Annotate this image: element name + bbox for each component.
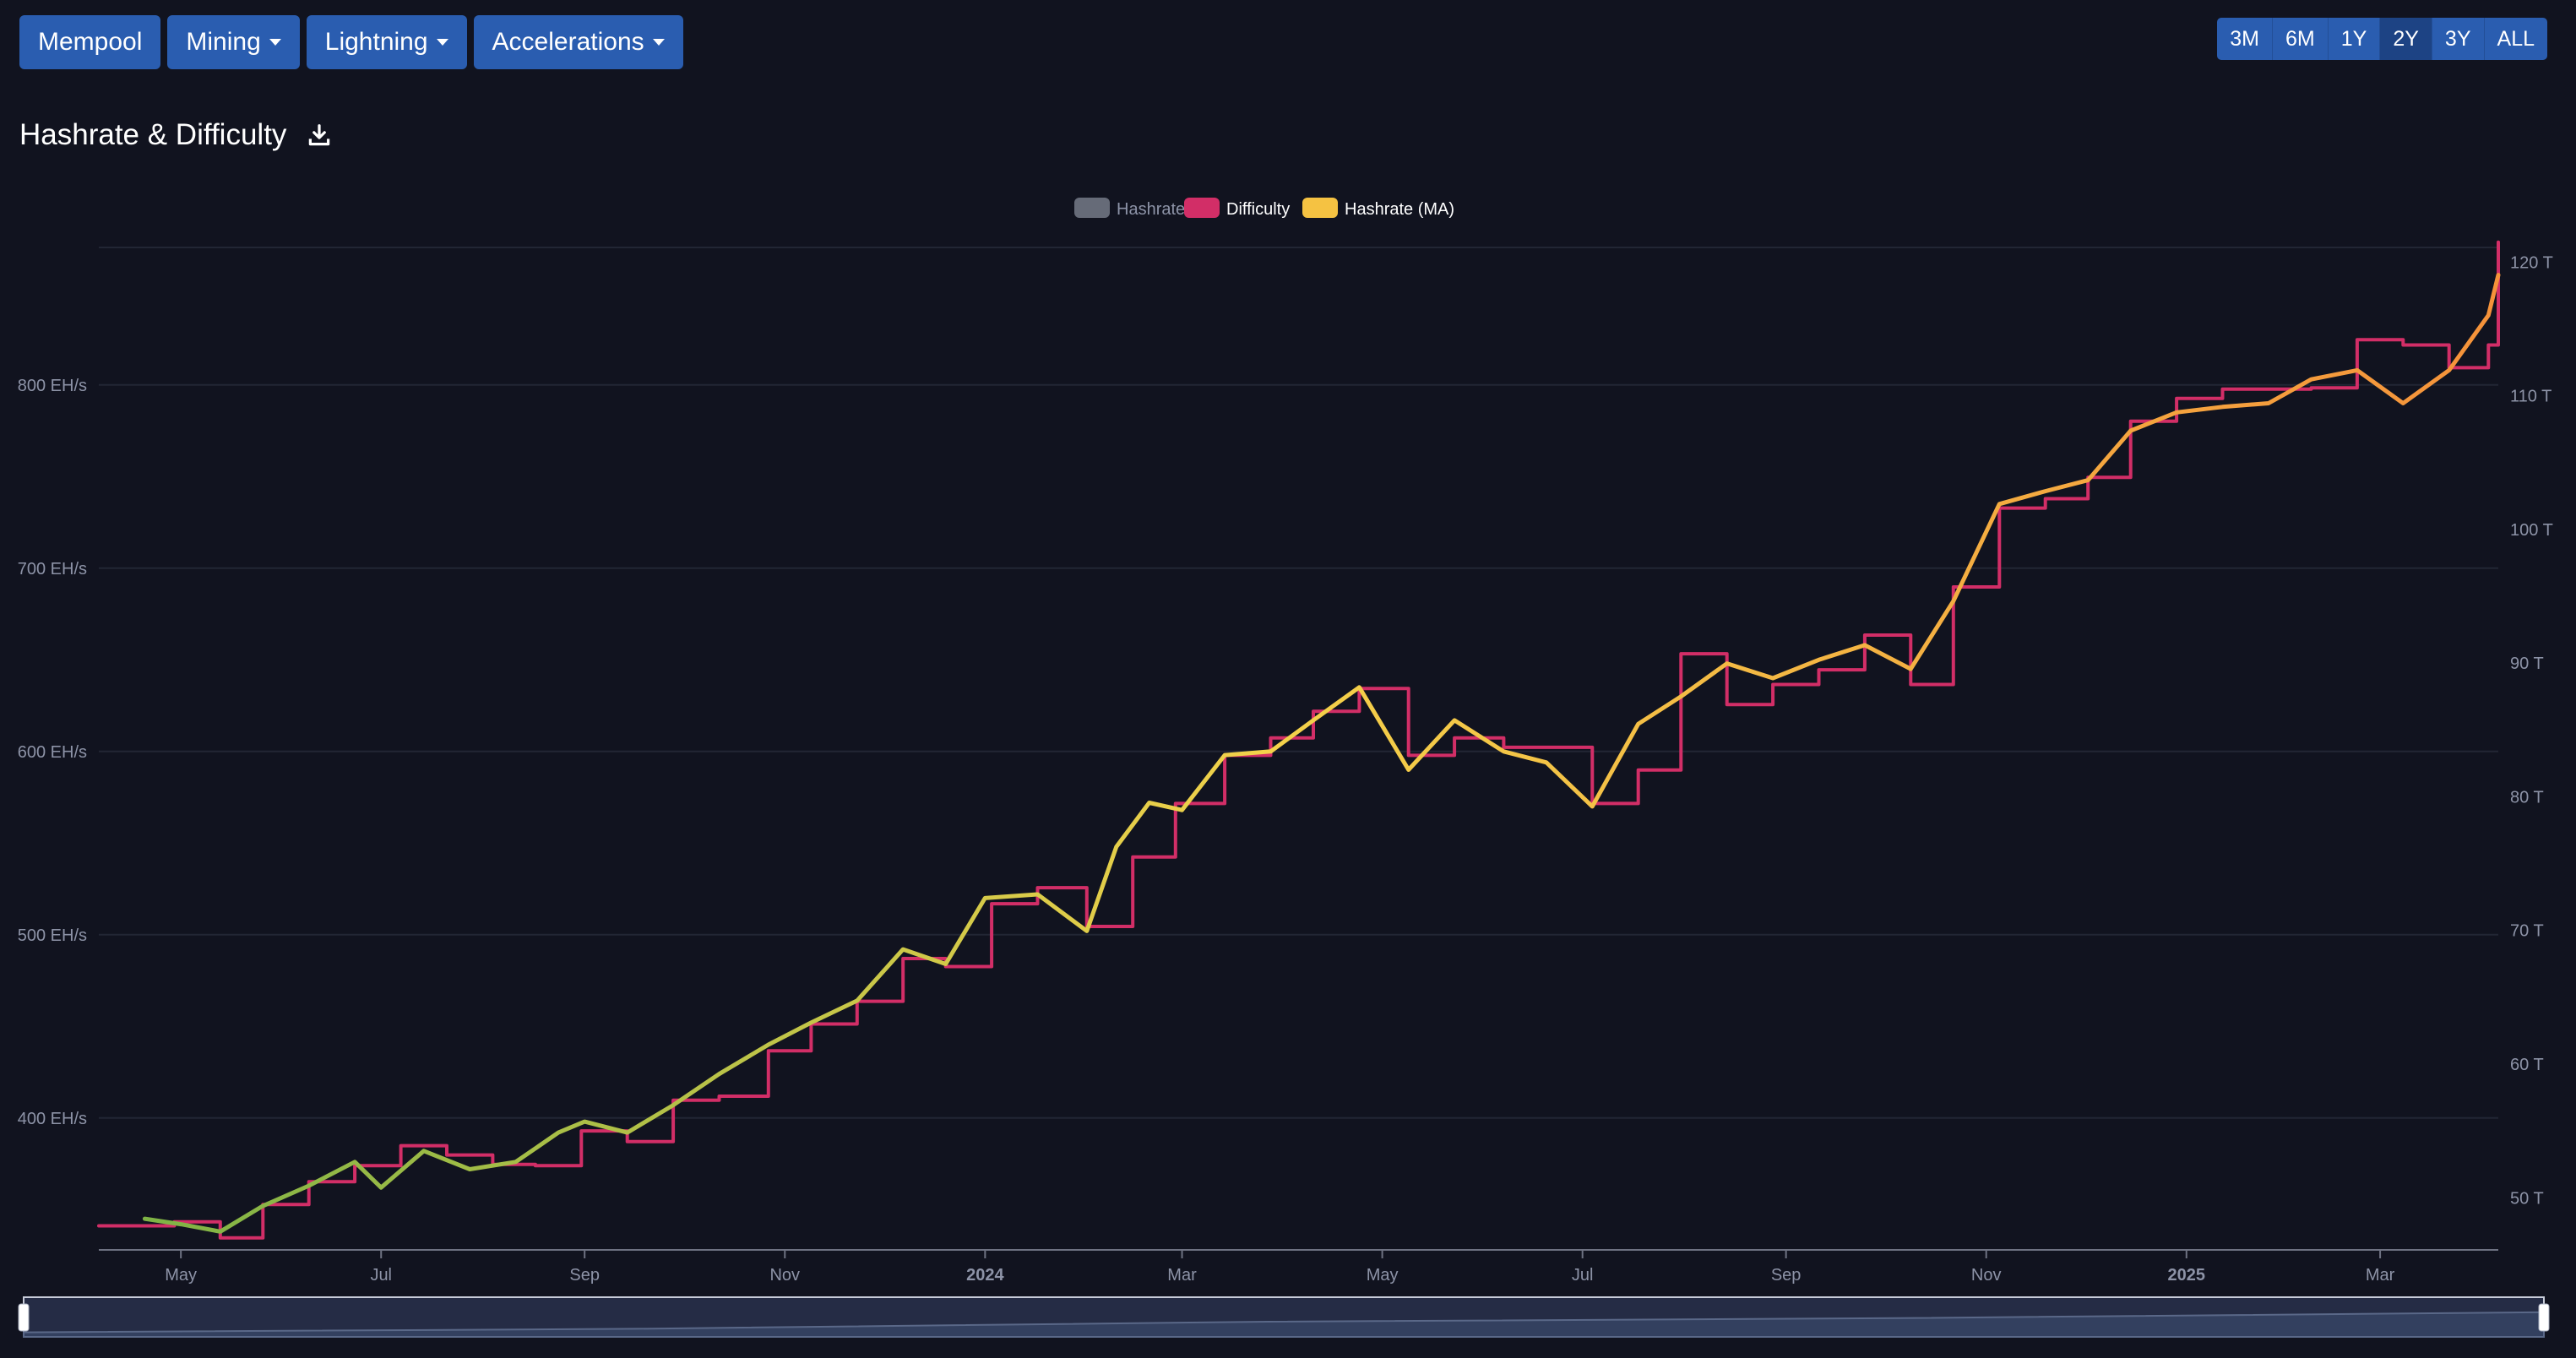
chevron-down-icon — [436, 39, 448, 46]
y-left-tick-label: 500 EH/s — [18, 926, 87, 945]
x-tick-label: Nov — [769, 1266, 800, 1285]
legend-swatch — [1302, 198, 1338, 218]
x-tick-label: Jul — [370, 1266, 392, 1285]
mining-button[interactable]: Mining — [167, 15, 300, 69]
accelerations-button[interactable]: Accelerations — [473, 15, 683, 69]
page-title: Hashrate & Difficulty — [19, 118, 287, 151]
legend-label: Hashrate (MA) — [1345, 200, 1454, 219]
x-tick-label: May — [165, 1266, 197, 1285]
lightning-button[interactable]: Lightning — [306, 15, 467, 69]
x-tick-label: 2025 — [2168, 1266, 2206, 1285]
navigator-handle-right[interactable] — [2538, 1303, 2550, 1332]
y-right-tick-label: 70 T — [2510, 922, 2544, 941]
y-right-tick-label: 50 T — [2510, 1189, 2544, 1208]
y-left-tick-label: 600 EH/s — [18, 743, 87, 762]
legend-swatch — [1074, 198, 1110, 218]
range-1y[interactable]: 1Y — [2328, 18, 2381, 60]
x-tick-label: Mar — [2366, 1266, 2395, 1285]
x-tick-label: Nov — [1971, 1266, 2002, 1285]
y-axis-left: 400 EH/s 500 EH/s 600 EH/s 700 EH/s 800 EH/s — [18, 377, 87, 1128]
main-nav: Mempool Mining Lightning Accelerations — [19, 15, 683, 69]
y-right-tick-label: 80 T — [2510, 788, 2544, 807]
x-axis: May Jul Sep Nov 2024 Mar May Jul Sep Nov 2025 Mar — [99, 1249, 2498, 1285]
range-3m[interactable]: 3M — [2217, 18, 2273, 60]
x-tick-label: Sep — [569, 1266, 600, 1285]
x-tick-label: 2024 — [966, 1266, 1004, 1285]
lightning-label: Lightning — [324, 28, 428, 56]
difficulty-series-line — [97, 240, 2500, 1240]
y-right-tick-label: 90 T — [2510, 655, 2544, 673]
x-tick-label: Sep — [1771, 1266, 1802, 1285]
y-left-tick-label: 800 EH/s — [18, 377, 87, 395]
y-left-tick-label: 700 EH/s — [18, 560, 87, 579]
title-row: Hashrate & Difficulty — [19, 118, 332, 152]
range-3y[interactable]: 3Y — [2432, 18, 2485, 60]
legend-label: Difficulty — [1226, 200, 1290, 219]
download-icon[interactable] — [307, 122, 332, 148]
y-right-tick-label: 100 T — [2510, 521, 2553, 540]
navigator-area — [23, 1311, 2545, 1338]
x-tick-label: Jul — [1572, 1266, 1594, 1285]
y-right-tick-label: 120 T — [2510, 253, 2553, 272]
x-tick-label: Mar — [1167, 1266, 1197, 1285]
hashrate-ma-series-line — [142, 273, 2501, 1234]
x-tick-label: May — [1367, 1266, 1399, 1285]
mempool-label: Mempool — [38, 28, 143, 56]
y-right-tick-label: 110 T — [2510, 388, 2552, 406]
grid-lines — [99, 247, 2498, 1119]
y-left-tick-label: 400 EH/s — [18, 1110, 87, 1128]
legend: Hashrate Difficulty Hashrate (MA) — [1074, 198, 1454, 219]
range-2y[interactable]: 2Y — [2380, 18, 2432, 60]
series-layer — [97, 240, 2501, 1240]
chevron-down-icon — [269, 39, 281, 46]
mempool-button[interactable]: Mempool — [19, 15, 161, 69]
mining-label: Mining — [186, 28, 261, 56]
range-6m[interactable]: 6M — [2273, 18, 2329, 60]
accelerations-label: Accelerations — [492, 28, 644, 56]
y-axis-right: 50 T 60 T 70 T 80 T 90 T 100 T 110 T 120 T — [2510, 253, 2553, 1208]
range-all[interactable]: ALL — [2484, 18, 2547, 60]
navigator-handle-left[interactable] — [18, 1303, 30, 1332]
y-right-tick-label: 60 T — [2510, 1056, 2544, 1074]
chevron-down-icon — [652, 39, 665, 46]
legend-label: Hashrate — [1117, 200, 1185, 219]
range-selector: 3M 6M 1Y 2Y 3Y ALL — [2217, 18, 2547, 60]
range-navigator[interactable] — [18, 1296, 2550, 1338]
legend-swatch — [1184, 198, 1220, 218]
